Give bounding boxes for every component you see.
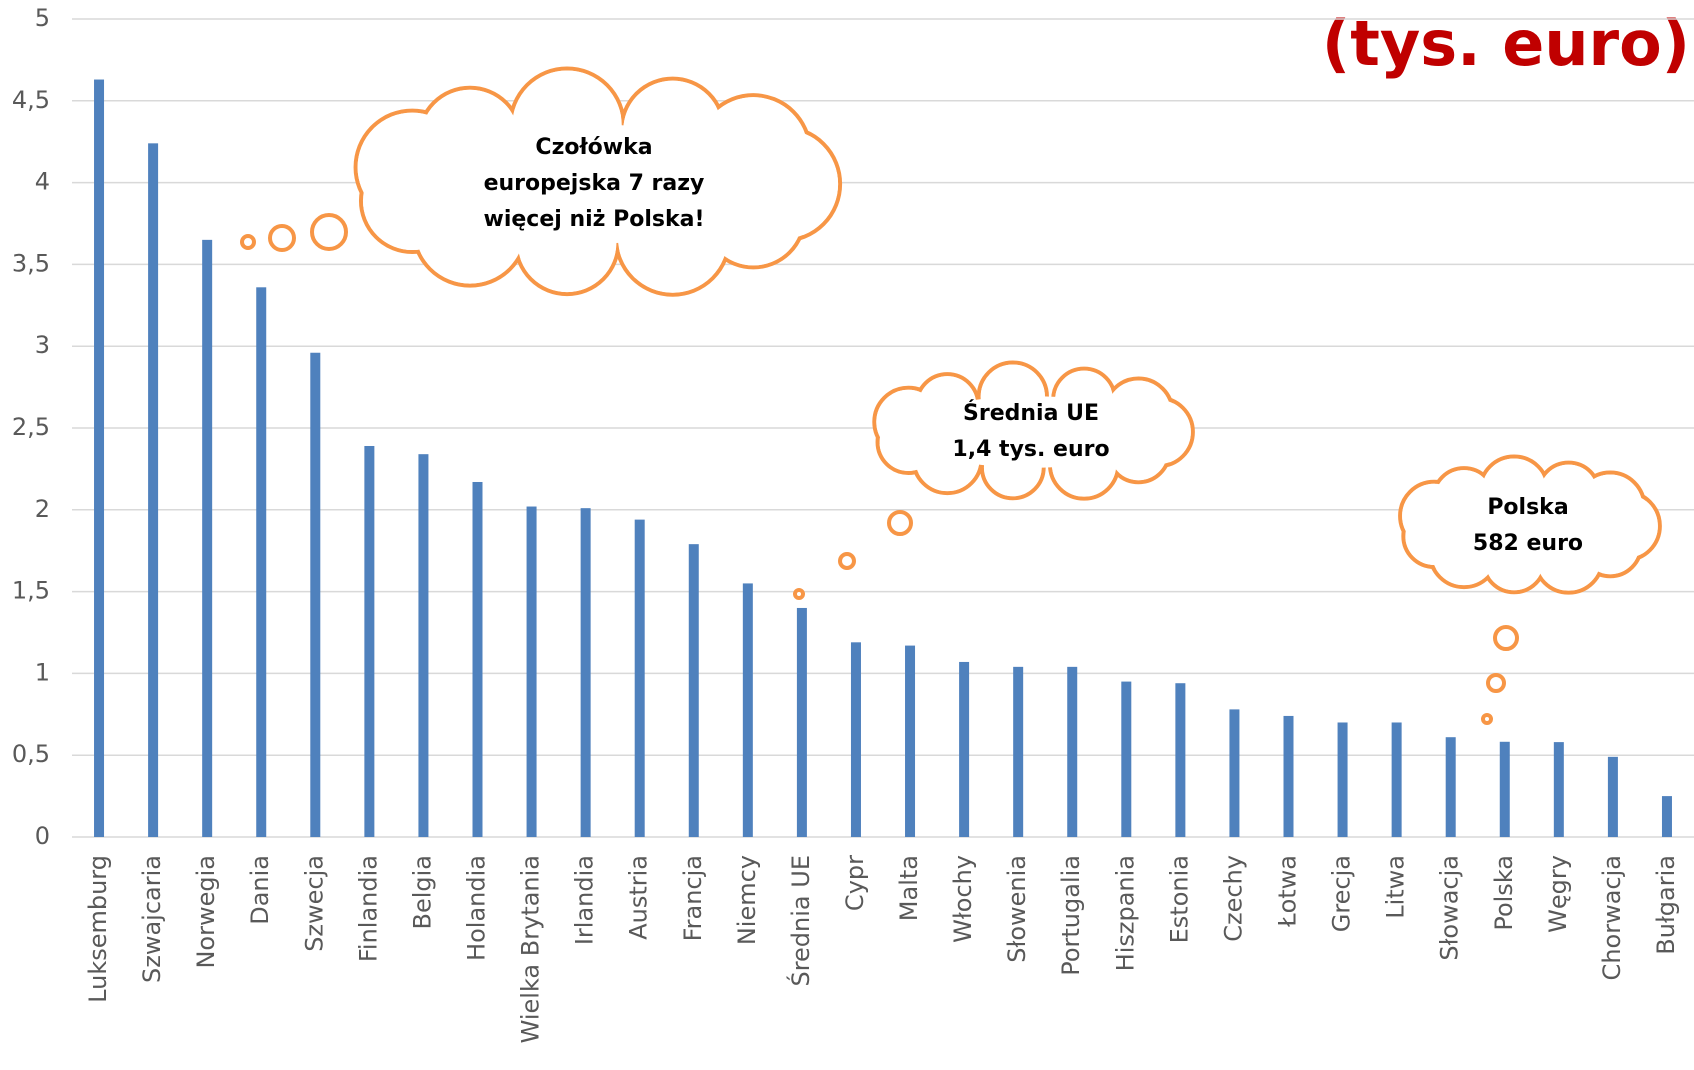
- bar: [148, 143, 159, 837]
- x-tick-label: Holandia: [463, 855, 491, 961]
- x-tick-label: Czechy: [1219, 855, 1247, 942]
- bar: [742, 583, 753, 837]
- x-tick-label: Słowacja: [1436, 855, 1464, 961]
- x-tick-label: Dania: [246, 855, 274, 925]
- annotation-text: 582 euro: [1473, 531, 1583, 556]
- y-tick-label: 4: [35, 168, 50, 196]
- bar: [1283, 715, 1294, 837]
- x-tick-label: Grecja: [1328, 855, 1356, 932]
- x-tick-label: Chorwacja: [1598, 855, 1626, 980]
- bar: [959, 661, 970, 837]
- annotation-text: Czołówka: [535, 135, 652, 160]
- bar: [688, 544, 699, 837]
- bar: [905, 645, 916, 837]
- x-tick-label: Cypr: [841, 855, 869, 911]
- bar: [1607, 756, 1618, 837]
- bar: [1499, 741, 1510, 837]
- x-tick-label: Finlandia: [354, 855, 382, 962]
- thought-bubble: [1481, 713, 1493, 725]
- y-tick-label: 0: [35, 822, 50, 850]
- thought-bubble: [838, 552, 856, 570]
- x-tick-label: Francja: [679, 855, 707, 941]
- bar: [1337, 722, 1348, 837]
- y-tick-label: 2,5: [12, 413, 50, 441]
- annotation-text: Polska: [1487, 495, 1568, 520]
- bar: [526, 506, 537, 837]
- x-tick-label: Słowenia: [1003, 855, 1031, 963]
- cloud-fill: [903, 396, 1159, 468]
- bar: [1013, 666, 1024, 837]
- thought-bubble: [793, 588, 805, 600]
- annotation-text: więcej niż Polska!: [484, 207, 705, 232]
- bar: [202, 239, 213, 838]
- annotation-text: europejska 7 razy: [484, 171, 705, 196]
- annotation-text: Średnia UE: [963, 400, 1099, 426]
- bar: [310, 352, 321, 837]
- x-tick-label: Niemcy: [733, 855, 761, 945]
- x-tick-label: Irlandia: [571, 855, 599, 945]
- bar: [850, 642, 861, 837]
- y-tick-label: 2: [35, 495, 50, 523]
- x-tick-label: Litwa: [1382, 855, 1410, 919]
- bar: [580, 508, 591, 837]
- bar: [1121, 681, 1132, 837]
- thought-bubble: [240, 234, 256, 250]
- cloud: Średnia UE 1,4 tys. euro: [793, 360, 1195, 600]
- thought-bubble: [887, 510, 913, 536]
- bar: [418, 454, 429, 837]
- thought-bubble: [1486, 673, 1506, 693]
- cloud: Czołówka europejska 7 razy więcej niż Pols…: [240, 66, 843, 297]
- x-tick-label: Estonia: [1165, 855, 1193, 943]
- y-tick-label: 0,5: [12, 740, 50, 768]
- annotation-text: 1,4 tys. euro: [952, 437, 1109, 462]
- bar: [94, 79, 105, 838]
- bar: [796, 607, 807, 837]
- chart-title: (tys. euro): [1322, 7, 1690, 80]
- y-tick-label: 3: [35, 331, 50, 359]
- bar: [1661, 796, 1672, 837]
- x-tick-label: Szwecja: [300, 855, 328, 952]
- bar: [1067, 666, 1078, 837]
- y-tick-label: 3,5: [12, 249, 50, 277]
- bar: [1553, 742, 1564, 837]
- x-tick-label: Norwegia: [192, 855, 220, 969]
- x-tick-label: Bułgaria: [1652, 855, 1680, 955]
- x-tick-label: Szwajcaria: [138, 855, 166, 983]
- bar: [1391, 722, 1402, 837]
- x-tick-label: Portugalia: [1057, 855, 1085, 976]
- bar: [1229, 709, 1240, 837]
- cloud: Polska 582 euro: [1398, 454, 1662, 725]
- x-tick-label: Luksemburg: [84, 855, 112, 1003]
- y-tick-label: 1,5: [12, 577, 50, 605]
- bar: [634, 519, 645, 837]
- cloud-fill: [404, 124, 784, 244]
- thought-bubble: [268, 224, 296, 252]
- x-tick-label: Hiszpania: [1111, 855, 1139, 971]
- x-tick-label: Węgry: [1544, 855, 1572, 933]
- thought-bubble: [1493, 625, 1519, 651]
- x-tick-label: Łotwa: [1274, 855, 1302, 928]
- x-tick-label: Polska: [1490, 855, 1518, 931]
- bar: [364, 445, 375, 837]
- thought-bubble: [310, 213, 348, 251]
- y-tick-label: 5: [35, 4, 50, 32]
- x-tick-label: Belgia: [408, 855, 436, 930]
- x-tick-label: Włochy: [949, 855, 977, 943]
- cloud-fill: [1430, 490, 1626, 562]
- y-tick-label: 1: [35, 658, 50, 686]
- bar: [472, 481, 483, 837]
- y-tick-label: 4,5: [12, 86, 50, 114]
- x-tick-label: Austria: [625, 855, 653, 940]
- x-tick-label: Malta: [895, 855, 923, 921]
- bar: [1175, 683, 1186, 837]
- bar: [256, 287, 267, 838]
- x-tick-label: Średnia UE: [785, 855, 815, 987]
- bar: [1445, 737, 1456, 837]
- x-tick-label: Wielka Brytania: [517, 855, 545, 1043]
